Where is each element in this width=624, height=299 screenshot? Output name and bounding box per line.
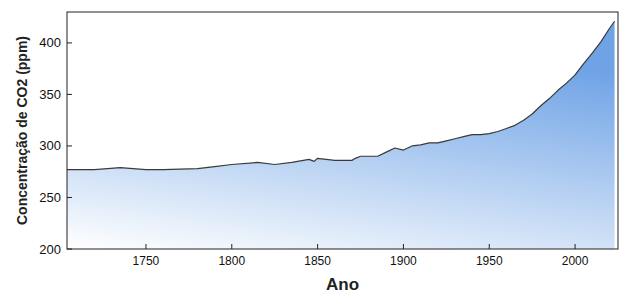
chart: 1750 1800 1850 1900 1950 2000 200 250 300 350 400 A…	[0, 0, 624, 299]
x-tick-label: 1900	[390, 254, 417, 268]
y-tick-label: 400	[39, 35, 61, 50]
x-tick	[317, 244, 318, 249]
x-tick	[231, 244, 232, 249]
y-tick-label: 200	[39, 242, 61, 257]
area-fill	[67, 21, 615, 249]
y-tick	[67, 197, 72, 198]
data-line	[67, 21, 615, 169]
y-tick-label: 250	[39, 190, 61, 205]
y-tick	[67, 42, 72, 43]
y-axis-label: Concentração de CO2 (ppm)	[14, 36, 30, 225]
x-axis-label: Ano	[326, 275, 359, 294]
x-tick-label: 1800	[218, 254, 245, 268]
y-tick-label: 300	[39, 138, 61, 153]
x-tick-label: 2000	[562, 254, 589, 268]
x-tick	[575, 244, 576, 249]
y-tick	[67, 145, 72, 146]
plot-frame	[67, 12, 618, 249]
y-tick-label: 350	[39, 87, 61, 102]
x-tick	[489, 244, 490, 249]
x-tick	[145, 244, 146, 249]
y-tick	[67, 249, 72, 250]
plot-area	[67, 21, 615, 249]
x-tick	[403, 244, 404, 249]
x-tick-label: 1850	[304, 254, 331, 268]
x-tick-label: 1950	[476, 254, 503, 268]
x-tick-label: 1750	[133, 254, 160, 268]
y-tick	[67, 94, 72, 95]
